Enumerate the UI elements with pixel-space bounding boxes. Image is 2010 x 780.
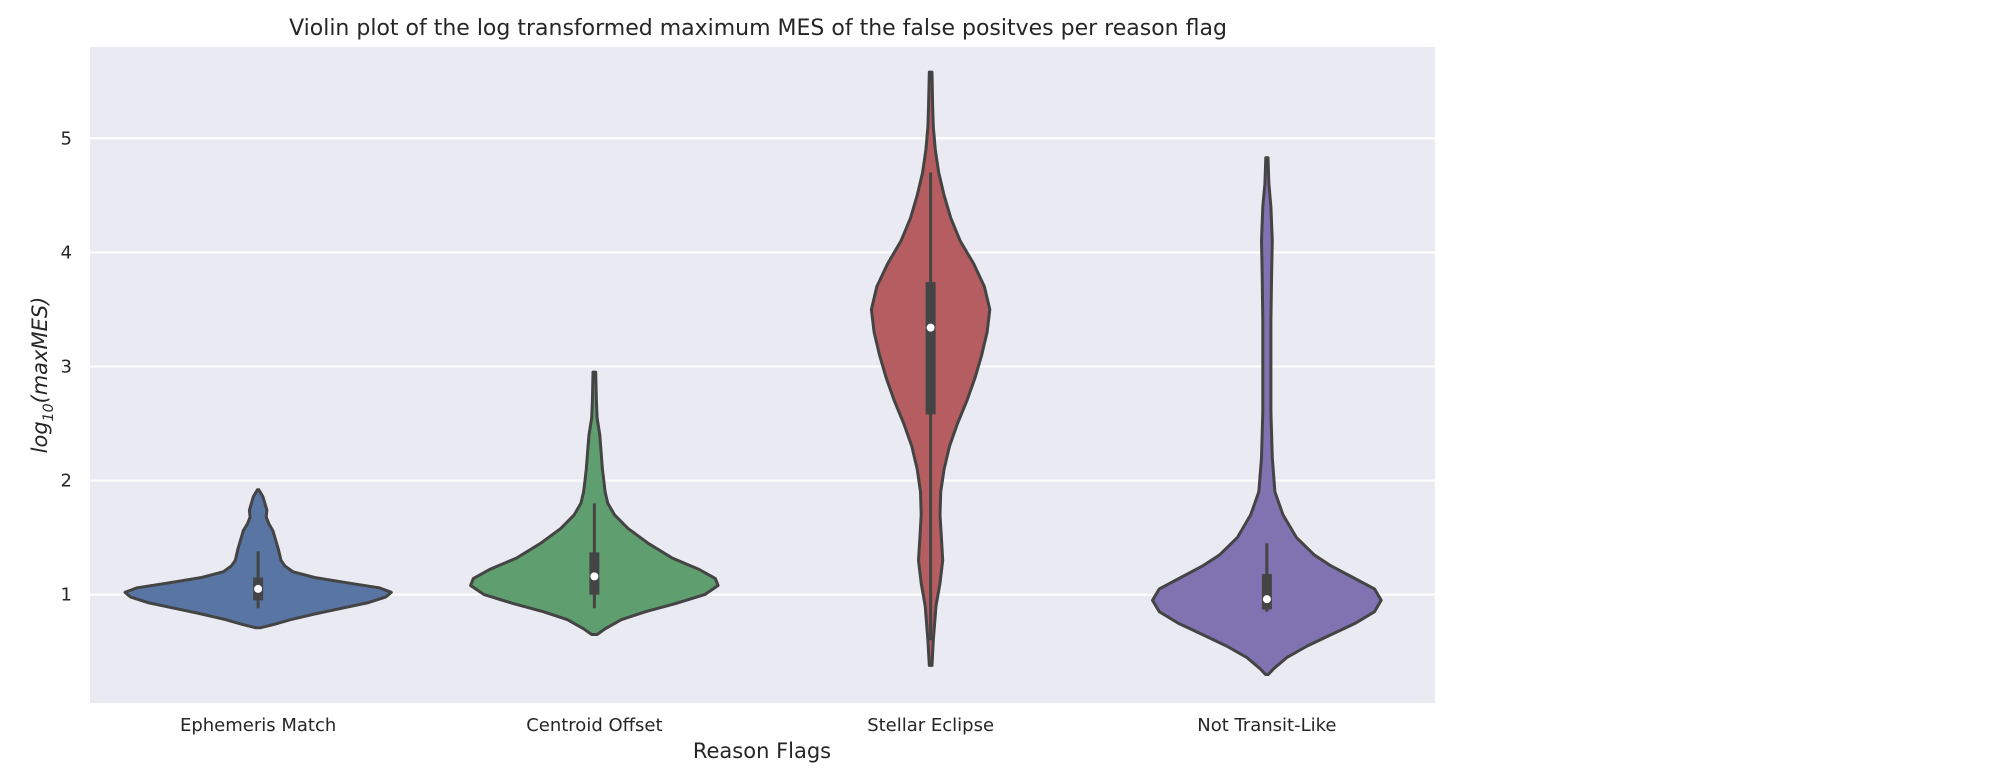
chart-title: Violin plot of the log transformed maxim…: [289, 16, 1227, 41]
y-axis-label-arg: (maxMES): [28, 297, 52, 404]
iqr-box-3: [1261, 574, 1272, 610]
x-tick-0: Ephemeris Match: [180, 715, 336, 736]
y-axis-label-base: log: [28, 421, 52, 453]
y-axis-label: log10(maxMES): [28, 297, 57, 454]
y-tick-4: 4: [61, 242, 72, 263]
y-axis-label-subscript: 10: [41, 403, 57, 421]
violins: [123, 70, 1383, 676]
x-tick-1: Centroid Offset: [526, 715, 662, 736]
violin-1: [469, 370, 720, 636]
x-tick-2: Stellar Eclipse: [867, 715, 994, 736]
violin-3: [1151, 156, 1383, 676]
median-point-3: [1262, 595, 1271, 604]
y-tick-labels: 1 2 3 4 5: [61, 128, 72, 605]
iqr-box-2: [925, 282, 936, 415]
median-point-2: [926, 323, 935, 332]
x-axis-label: Reason Flags: [693, 739, 831, 763]
y-tick-2: 2: [61, 471, 72, 492]
y-tick-5: 5: [61, 128, 72, 149]
y-tick-1: 1: [61, 585, 72, 606]
median-point-0: [254, 584, 263, 593]
x-tick-3: Not Transit-Like: [1197, 715, 1336, 736]
median-point-1: [590, 572, 599, 581]
x-tick-labels: Ephemeris Match Centroid Offset Stellar Ec…: [180, 715, 1337, 736]
y-tick-3: 3: [61, 356, 72, 377]
